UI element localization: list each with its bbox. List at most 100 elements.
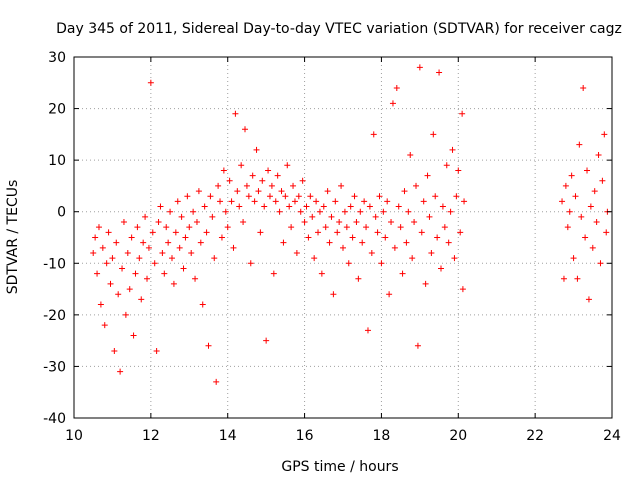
data-point [453, 193, 460, 200]
data-point [274, 172, 281, 179]
data-point [414, 342, 421, 349]
data-point [422, 280, 429, 287]
axis-ticks [73, 56, 613, 419]
data-point [380, 208, 387, 215]
x-tick-label: 12 [142, 428, 160, 444]
data-point [174, 198, 181, 205]
data-point [418, 229, 425, 236]
data-point [280, 239, 287, 246]
data-point [193, 219, 200, 226]
data-point [562, 182, 569, 189]
data-point [284, 162, 291, 169]
data-point [334, 229, 341, 236]
data-point [330, 291, 337, 298]
data-point [374, 229, 381, 236]
data-point [211, 255, 218, 262]
data-point [297, 208, 304, 215]
data-point [228, 198, 235, 205]
data-point [257, 229, 264, 236]
plot-frame [73, 56, 613, 419]
y-tick-label: 0 [57, 205, 66, 221]
data-point [291, 198, 298, 205]
y-tick-label: -10 [43, 256, 66, 272]
data-point [591, 188, 598, 195]
data-point [265, 167, 272, 174]
x-tick-label: 14 [219, 428, 237, 444]
data-point [286, 203, 293, 210]
data-point [282, 193, 289, 200]
data-point [420, 198, 427, 205]
data-point [382, 234, 389, 241]
data-point [167, 208, 174, 215]
data-point [572, 193, 579, 200]
data-point [347, 203, 354, 210]
data-point [126, 286, 133, 293]
data-point [136, 255, 143, 262]
data-point [255, 188, 262, 195]
x-axis-label: GPS time / hours [281, 459, 398, 475]
y-tick-label: 10 [48, 153, 66, 169]
data-point [176, 244, 183, 251]
x-tick-label: 10 [65, 428, 83, 444]
data-point [138, 296, 145, 303]
data-point [580, 84, 587, 91]
data-point [290, 182, 297, 189]
data-point [261, 203, 268, 210]
data-point [357, 208, 364, 215]
x-tick-label: 18 [373, 428, 391, 444]
data-point [245, 193, 252, 200]
data-point [205, 342, 212, 349]
data-point [341, 208, 348, 215]
data-point [370, 131, 377, 138]
data-point [263, 337, 270, 344]
data-point [407, 151, 414, 158]
data-point [455, 167, 462, 174]
data-point [574, 275, 581, 282]
data-point [295, 193, 302, 200]
data-point [391, 244, 398, 251]
data-point [318, 270, 325, 277]
grid [74, 57, 612, 418]
data-point [597, 260, 604, 267]
data-point [576, 141, 583, 148]
data-point [457, 229, 464, 236]
data-point [364, 327, 371, 334]
data-point [411, 219, 418, 226]
data-point [95, 224, 102, 231]
data-point [278, 188, 285, 195]
data-point [207, 193, 214, 200]
data-point [299, 177, 306, 184]
data-point [101, 322, 108, 329]
data-point [190, 208, 197, 215]
data-point [272, 198, 279, 205]
data-point [372, 213, 379, 220]
data-point [253, 146, 260, 153]
data-point [220, 167, 227, 174]
data-point [361, 198, 368, 205]
data-point [432, 193, 439, 200]
data-point [103, 260, 110, 267]
data-point [587, 203, 594, 210]
data-point [182, 234, 189, 241]
data-point [149, 229, 156, 236]
y-tick-labels: -40 -30 -20 -10 0 10 20 30 [43, 50, 66, 427]
data-point [368, 249, 375, 256]
data-point [259, 177, 266, 184]
data-point [186, 224, 193, 231]
data-point [559, 198, 566, 205]
data-point [119, 265, 126, 272]
data-point [222, 208, 229, 215]
data-point [315, 229, 322, 236]
data-point [145, 244, 152, 251]
data-point [142, 213, 149, 220]
data-point [443, 162, 450, 169]
data-point [363, 224, 370, 231]
data-point [234, 188, 241, 195]
x-tick-label: 22 [526, 428, 544, 444]
data-point [180, 265, 187, 272]
data-point [134, 224, 141, 231]
data-point [111, 347, 118, 354]
data-point [311, 255, 318, 262]
data-point [345, 260, 352, 267]
data-point [441, 224, 448, 231]
